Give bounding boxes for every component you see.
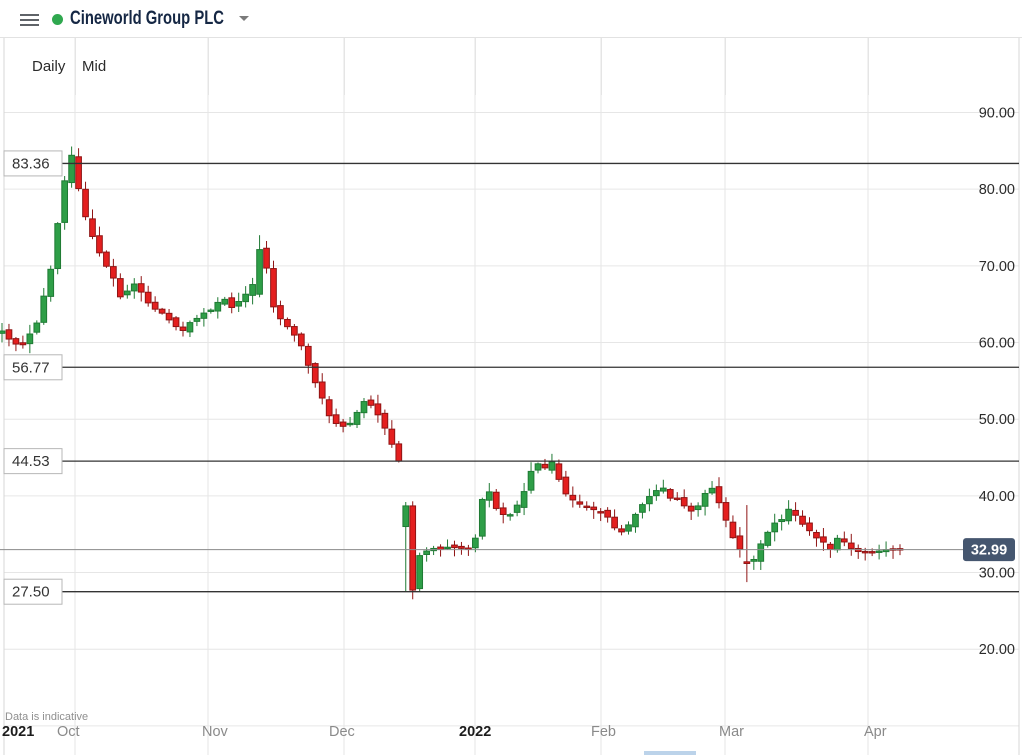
svg-text:2021: 2021 — [2, 724, 34, 740]
svg-text:Feb: Feb — [591, 724, 616, 740]
svg-text:50.00: 50.00 — [979, 412, 1015, 428]
svg-text:Nov: Nov — [202, 724, 229, 740]
svg-text:30.00: 30.00 — [979, 566, 1015, 582]
svg-text:70.00: 70.00 — [979, 259, 1015, 275]
svg-text:80.00: 80.00 — [979, 182, 1015, 198]
svg-text:Dec: Dec — [329, 724, 355, 740]
svg-text:60.00: 60.00 — [979, 336, 1015, 352]
svg-text:Data is indicative: Data is indicative — [5, 711, 88, 723]
svg-text:40.00: 40.00 — [979, 489, 1015, 505]
svg-text:20.00: 20.00 — [979, 642, 1015, 658]
svg-text:32.99: 32.99 — [971, 543, 1007, 559]
svg-text:27.50: 27.50 — [12, 584, 50, 601]
svg-text:44.53: 44.53 — [12, 453, 50, 470]
svg-text:90.00: 90.00 — [979, 106, 1015, 122]
svg-text:Oct: Oct — [57, 724, 80, 740]
svg-text:83.36: 83.36 — [12, 155, 50, 172]
svg-text:Mar: Mar — [719, 724, 744, 740]
svg-text:Apr: Apr — [864, 724, 887, 740]
svg-text:2022: 2022 — [459, 724, 491, 740]
svg-text:56.77: 56.77 — [12, 359, 50, 376]
